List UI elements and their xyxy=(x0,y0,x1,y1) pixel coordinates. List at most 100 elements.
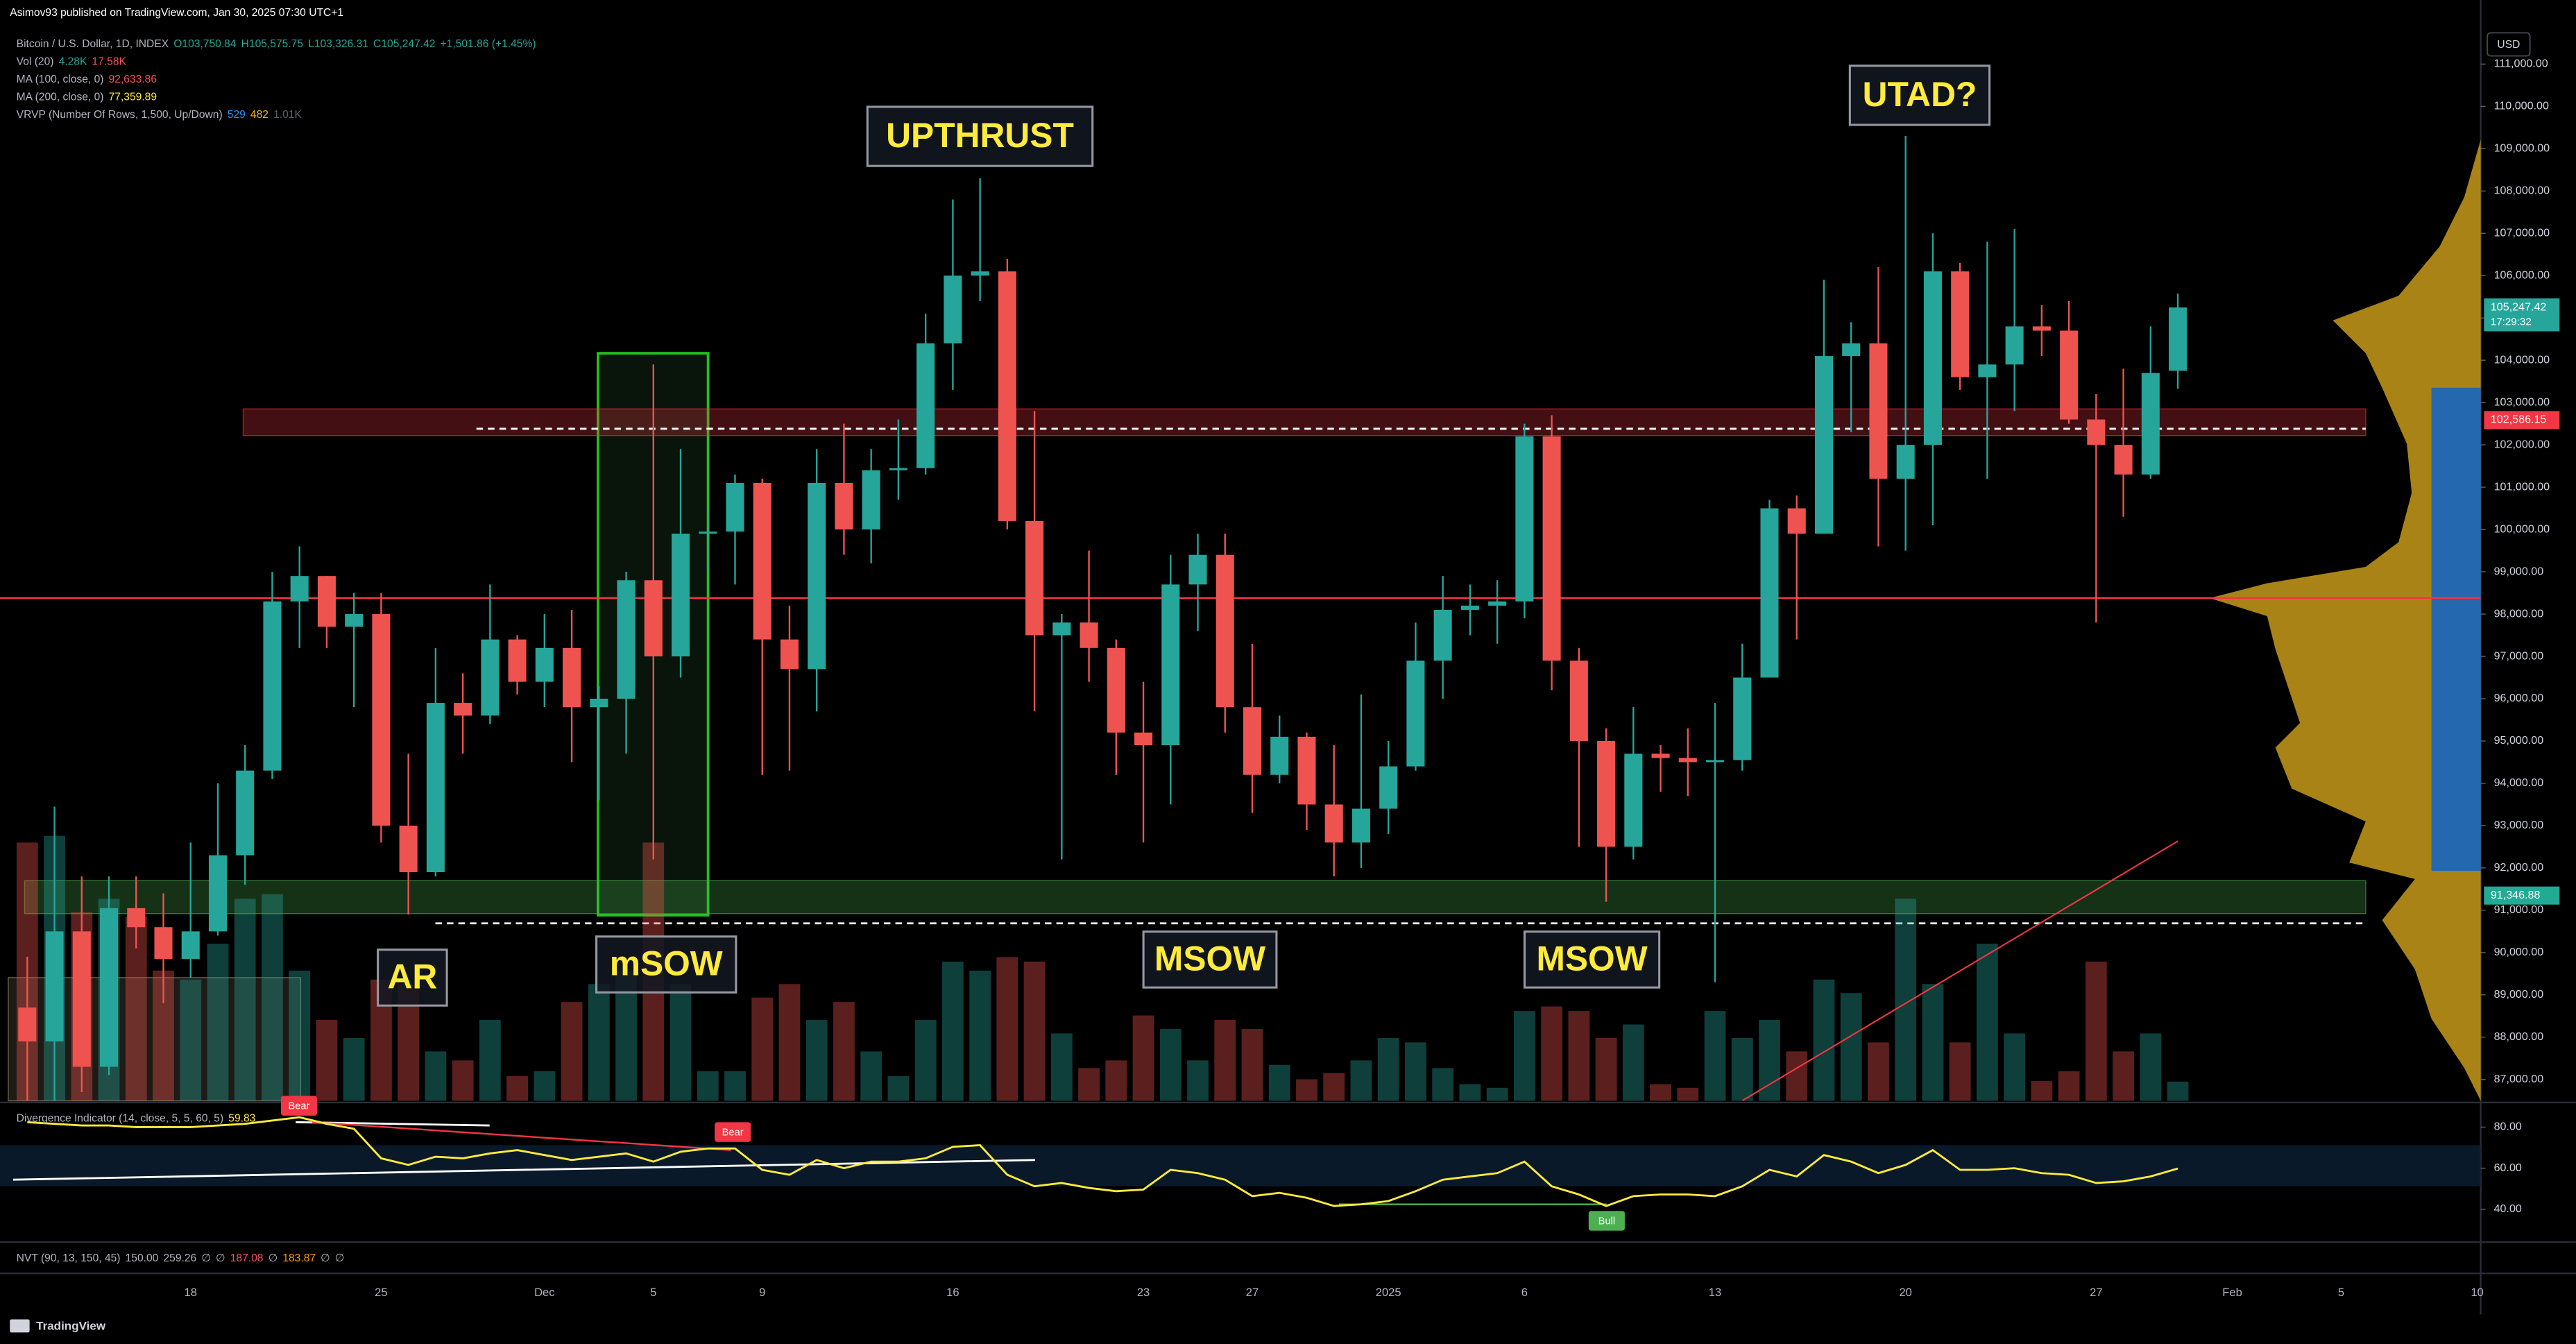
y-tick-label: 90,000.00 xyxy=(2494,946,2544,958)
volume-bar xyxy=(2058,1071,2080,1101)
candle-body xyxy=(780,639,799,670)
candle-body xyxy=(454,703,472,716)
volume-bar xyxy=(2085,961,2107,1101)
candle-body xyxy=(671,534,690,657)
y-tick-label: 80.00 xyxy=(2494,1121,2522,1133)
annotation: UPTHRUST xyxy=(886,116,1074,155)
y-tick-label: 87,000.00 xyxy=(2494,1073,2544,1085)
price-label-box xyxy=(2484,886,2560,905)
price-label-box xyxy=(2484,298,2560,332)
candle-body xyxy=(1243,707,1262,775)
volume-bar xyxy=(1132,1015,1154,1101)
candle-body xyxy=(236,770,255,856)
volume-bar xyxy=(1486,1087,1508,1101)
y-tick-label: 106,000.00 xyxy=(2494,269,2550,281)
candle-body xyxy=(372,614,391,826)
volume-bar xyxy=(1078,1068,1100,1101)
volume-bar xyxy=(1050,1033,1073,1101)
candle-body xyxy=(1733,677,1752,760)
candle-body xyxy=(1297,736,1316,805)
annotation-box xyxy=(866,105,1094,167)
candle-body xyxy=(971,271,989,276)
annotation: UTAD? xyxy=(1863,75,1977,114)
legend-value: +1,501.86 (+1.45%) xyxy=(441,38,536,50)
legend-line: Vol (20) 4.28K 17.58K xyxy=(17,56,127,68)
candle-body xyxy=(508,639,527,682)
candle-body xyxy=(2114,445,2133,475)
x-tick-label: Feb xyxy=(2222,1286,2242,1299)
legend-value: 259.26 xyxy=(163,1252,196,1264)
volume-bar xyxy=(207,944,229,1101)
candle-body xyxy=(1842,343,1861,357)
x-tick-label: 25 xyxy=(375,1286,387,1299)
candle-body xyxy=(535,647,554,682)
x-tick-label: 2025 xyxy=(1376,1286,1401,1299)
legend-value: 77,359.89 xyxy=(109,92,157,103)
x-tick-label: 27 xyxy=(2090,1286,2102,1299)
volume-bar xyxy=(1323,1073,1345,1101)
signal-label: Bear xyxy=(288,1101,309,1112)
candle-body xyxy=(1025,520,1044,636)
volume-bar xyxy=(1241,1028,1263,1101)
legend-value: 1.01K xyxy=(273,109,302,121)
price-label-time: 17:29:32 xyxy=(2491,316,2532,328)
legend-line: VRVP (Number Of Rows, 1,500, Up/Down) 529… xyxy=(17,109,302,121)
candle-body xyxy=(617,580,636,699)
volume-bar xyxy=(425,1051,447,1101)
volume-bar xyxy=(2140,1033,2162,1101)
candle-body xyxy=(2169,307,2187,371)
candle-body xyxy=(916,343,935,468)
legend-value: 59.83 xyxy=(228,1113,255,1125)
legend-line: MA (100, close, 0) 92,633.86 xyxy=(17,74,157,85)
legend-name: VRVP (Number Of Rows, 1,500, Up/Down) xyxy=(17,109,223,121)
signal-box xyxy=(1588,1211,1625,1231)
candle-body xyxy=(1324,804,1343,843)
legend-value: H105,575.75 xyxy=(241,38,304,50)
price-label-box xyxy=(2484,411,2560,429)
volume-bar xyxy=(887,1075,910,1101)
candle-body xyxy=(1814,356,1834,534)
candle-body xyxy=(1188,554,1207,585)
volume-bar xyxy=(1677,1087,1699,1101)
legend-line: Bitcoin / U.S. Dollar, 1D, INDEX O103,750… xyxy=(17,38,536,50)
x-tick-label: 9 xyxy=(759,1286,765,1299)
candle-body xyxy=(1869,343,1888,479)
volume-bar xyxy=(1513,1011,1535,1101)
legend-value: 4.28K xyxy=(59,56,87,68)
volume-bar xyxy=(751,997,774,1101)
candle-body xyxy=(1488,601,1507,606)
volume-bar xyxy=(1786,1051,1808,1101)
y-tick-label: 103,000.00 xyxy=(2494,395,2550,408)
legend-value: 17.58K xyxy=(92,56,126,68)
volume-bar xyxy=(1813,979,1835,1101)
candle-body xyxy=(1351,808,1370,843)
volume-bar xyxy=(262,894,283,1101)
volume-bar xyxy=(860,1051,882,1101)
indicator-line xyxy=(27,1116,2178,1207)
candle-body xyxy=(154,927,173,959)
annotation-box xyxy=(1142,930,1278,989)
candle-body xyxy=(181,931,200,959)
volume-bar xyxy=(1977,944,1998,1101)
y-tick-label: 107,000.00 xyxy=(2494,227,2550,239)
legend-name: MA (100, close, 0) xyxy=(17,74,104,85)
volume-profile-up xyxy=(2209,139,2481,1101)
volume-bar xyxy=(1541,1006,1562,1101)
volume-bar xyxy=(724,1071,746,1101)
currency: USD xyxy=(2497,39,2520,51)
candle-body xyxy=(1787,508,1806,534)
annotation: MSOW xyxy=(1536,939,1647,978)
y-tick-label: 99,000.00 xyxy=(2494,565,2544,577)
volume-bar xyxy=(1650,1084,1671,1101)
volume-bar xyxy=(2004,1033,2026,1101)
signal-label: Bull xyxy=(1598,1216,1615,1227)
volume-bar xyxy=(1922,984,1944,1101)
legend-name: MA (200, close, 0) xyxy=(17,92,104,103)
y-tick-label: 108,000.00 xyxy=(2494,185,2550,197)
volume-bar xyxy=(588,984,610,1101)
candle-body xyxy=(1978,364,1997,377)
candle-body xyxy=(399,825,418,872)
annotation: MSOW xyxy=(1154,939,1265,978)
